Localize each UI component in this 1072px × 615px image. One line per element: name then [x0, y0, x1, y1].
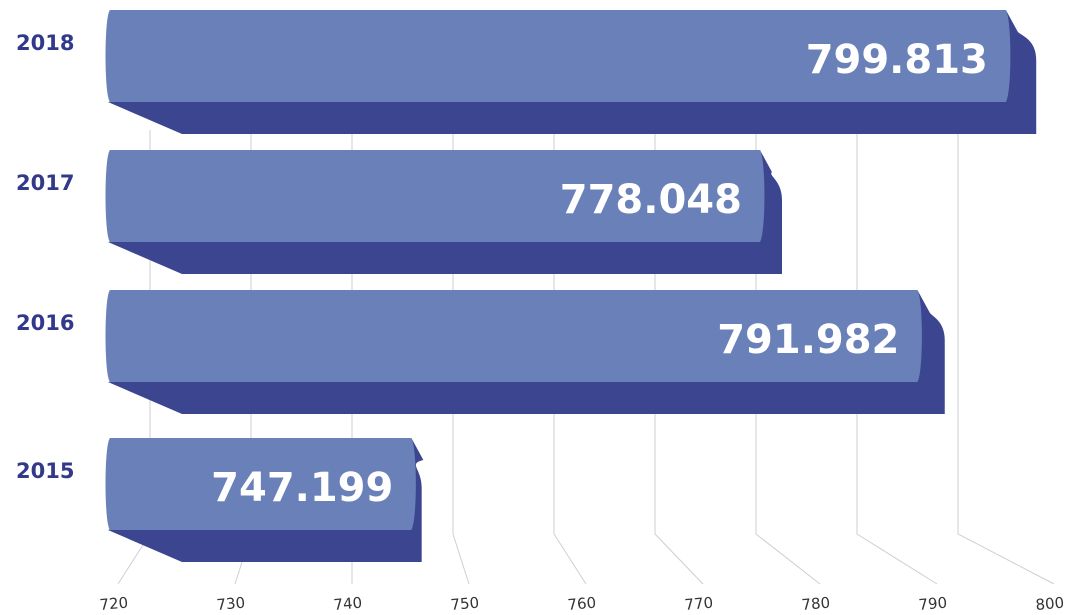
- gridline: [856, 130, 938, 585]
- bar-value-label: 747.199: [211, 465, 393, 511]
- x-tick-label: 730: [216, 594, 246, 614]
- bar: [105, 10, 1011, 102]
- x-tick-label: 780: [801, 594, 831, 614]
- x-tick-label: 760: [567, 594, 597, 614]
- category-label: 2015: [16, 459, 74, 483]
- x-tick-label: 740: [333, 594, 363, 614]
- bar: [105, 438, 416, 530]
- bar-value-label: 791.982: [717, 317, 899, 363]
- category-label: 2018: [16, 31, 74, 55]
- bar-value-label: 778.048: [560, 177, 742, 223]
- x-tick-label: 790: [918, 594, 948, 614]
- bar: [105, 150, 765, 242]
- x-tick-label: 800: [1035, 594, 1065, 614]
- x-tick-label: 720: [99, 594, 129, 614]
- category-label: 2017: [16, 171, 74, 195]
- x-tick-label: 770: [684, 594, 714, 614]
- bar-value-label: 799.813: [806, 37, 988, 83]
- bar: [105, 290, 922, 382]
- x-tick-label: 750: [450, 594, 480, 614]
- category-label: 2016: [16, 311, 74, 335]
- gridline: [957, 130, 1055, 585]
